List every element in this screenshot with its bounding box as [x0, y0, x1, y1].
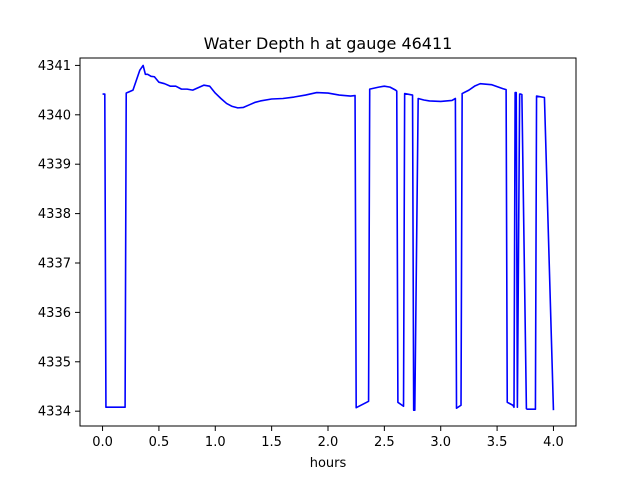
x-tick-label: 1.5: [261, 435, 282, 450]
x-tick-label: 0.0: [92, 435, 113, 450]
x-tick-label: 3.5: [487, 435, 508, 450]
series-layer: [102, 64, 555, 411]
x-axis: 0.0 0.5 1.0 1.5 2.0 2.5 3.0 3.5 4.0: [92, 426, 564, 450]
x-tick-label: 3.0: [430, 435, 451, 450]
series-line-0: [102, 64, 555, 411]
y-tick-label: 4341: [38, 59, 71, 74]
chart-title: Water Depth h at gauge 46411: [204, 34, 453, 53]
x-tick-label: 2.5: [374, 435, 395, 450]
x-tick-label: 1.0: [205, 435, 226, 450]
y-tick-label: 4337: [38, 256, 71, 271]
y-tick-label: 4339: [38, 158, 71, 173]
y-tick-label: 4336: [38, 306, 71, 321]
x-tick-label: 4.0: [543, 435, 564, 450]
y-axis: 4334 4335 4336 4337 4338 4339 4340 4341: [38, 59, 80, 420]
x-tick-label: 2.0: [318, 435, 339, 450]
x-axis-label: hours: [310, 456, 347, 471]
y-tick-label: 4338: [38, 207, 71, 222]
y-tick-label: 4334: [38, 405, 71, 420]
y-tick-label: 4335: [38, 355, 71, 370]
x-tick-label: 0.5: [149, 435, 170, 450]
y-tick-label: 4340: [38, 108, 71, 123]
